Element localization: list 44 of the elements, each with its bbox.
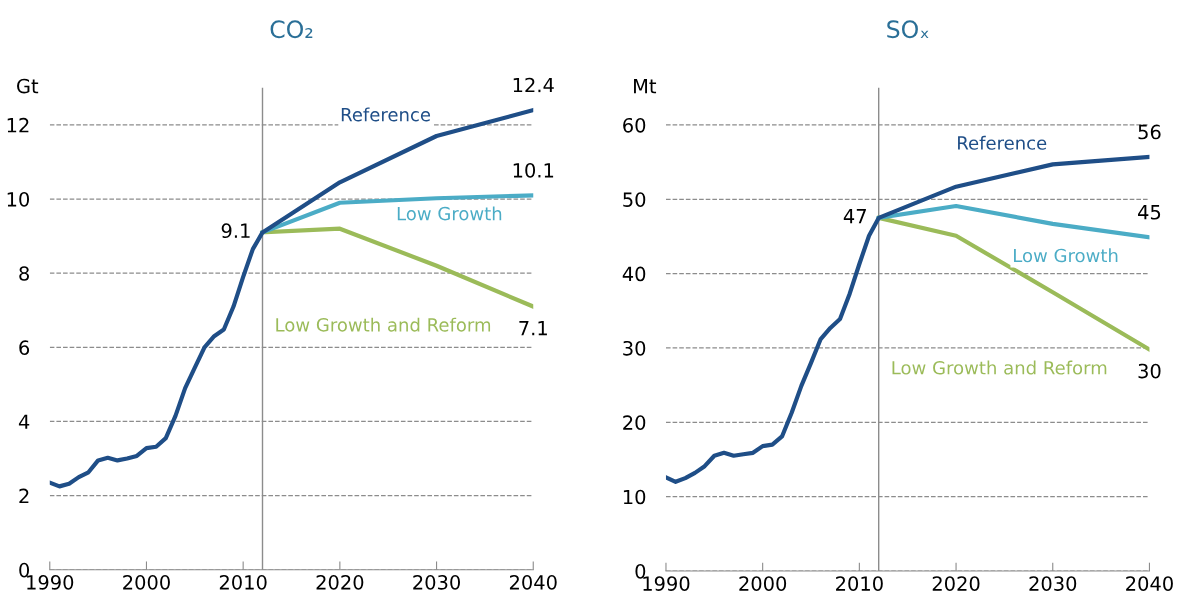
series-label: Reference bbox=[341, 107, 431, 122]
y-tick-label: 4 bbox=[18, 414, 30, 429]
series-label: Low Growth bbox=[397, 206, 502, 221]
data-label: 45 bbox=[1138, 205, 1161, 220]
y-tick-label: 20 bbox=[623, 415, 646, 430]
line-series bbox=[260, 193, 534, 235]
data-label: 7.1 bbox=[519, 321, 547, 336]
y-tick-label: 8 bbox=[19, 266, 29, 281]
x-tick-label: 2010 bbox=[836, 576, 883, 591]
y-tick-label: 0 bbox=[19, 562, 30, 578]
y-tick-label: 50 bbox=[623, 192, 646, 207]
x-tick-label: 2000 bbox=[123, 575, 170, 590]
y-tick-label: 40 bbox=[622, 266, 646, 282]
data-label: 9.1 bbox=[221, 223, 250, 239]
y-axis-title: Mt bbox=[634, 78, 657, 94]
data-label: 56 bbox=[1138, 124, 1161, 140]
y-axis-title: Gt bbox=[17, 78, 39, 94]
x-tick-label: 2030 bbox=[413, 575, 460, 590]
series-label: Reference bbox=[958, 135, 1047, 150]
chart-title: SOₓ bbox=[887, 20, 929, 39]
x-tick-label: 2000 bbox=[739, 576, 787, 591]
data-label: 30 bbox=[1138, 363, 1161, 379]
series-label: Low Growth and Reform bbox=[892, 360, 1107, 375]
y-tick-label: 10 bbox=[623, 489, 646, 505]
y-tick-label: 6 bbox=[19, 340, 30, 355]
series-label: Low Growth and Reform bbox=[276, 317, 491, 332]
x-tick-label: 2020 bbox=[932, 576, 980, 591]
x-tick-label: 2040 bbox=[1126, 576, 1173, 591]
x-tick-label: 1990 bbox=[27, 575, 74, 590]
y-tick-label: 12 bbox=[7, 117, 29, 133]
data-label: 12.4 bbox=[513, 77, 554, 93]
x-tick-label: 2020 bbox=[316, 575, 364, 590]
line-series bbox=[260, 226, 534, 309]
x-tick-label: 2040 bbox=[509, 575, 557, 590]
y-tick-label: 2 bbox=[19, 488, 29, 504]
y-tick-label: 60 bbox=[623, 117, 646, 133]
data-label: 10.1 bbox=[513, 162, 554, 178]
y-tick-label: 10 bbox=[7, 191, 30, 207]
chart-title: CO₂ bbox=[270, 20, 313, 39]
y-tick-label: 30 bbox=[623, 340, 646, 356]
x-tick-label: 2010 bbox=[219, 575, 267, 590]
x-tick-label: 2030 bbox=[1029, 576, 1077, 591]
series-label: Low Growth bbox=[1014, 248, 1118, 263]
data-label: 47 bbox=[843, 209, 866, 224]
